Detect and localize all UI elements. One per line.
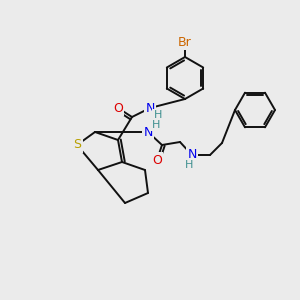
Text: S: S <box>73 139 81 152</box>
Text: O: O <box>113 101 123 115</box>
Text: H: H <box>185 160 193 170</box>
Text: H: H <box>152 120 160 130</box>
Text: H: H <box>154 110 162 120</box>
Text: N: N <box>187 148 197 161</box>
Text: N: N <box>143 125 153 139</box>
Text: N: N <box>145 101 155 115</box>
Text: O: O <box>152 154 162 166</box>
Text: Br: Br <box>178 35 192 49</box>
